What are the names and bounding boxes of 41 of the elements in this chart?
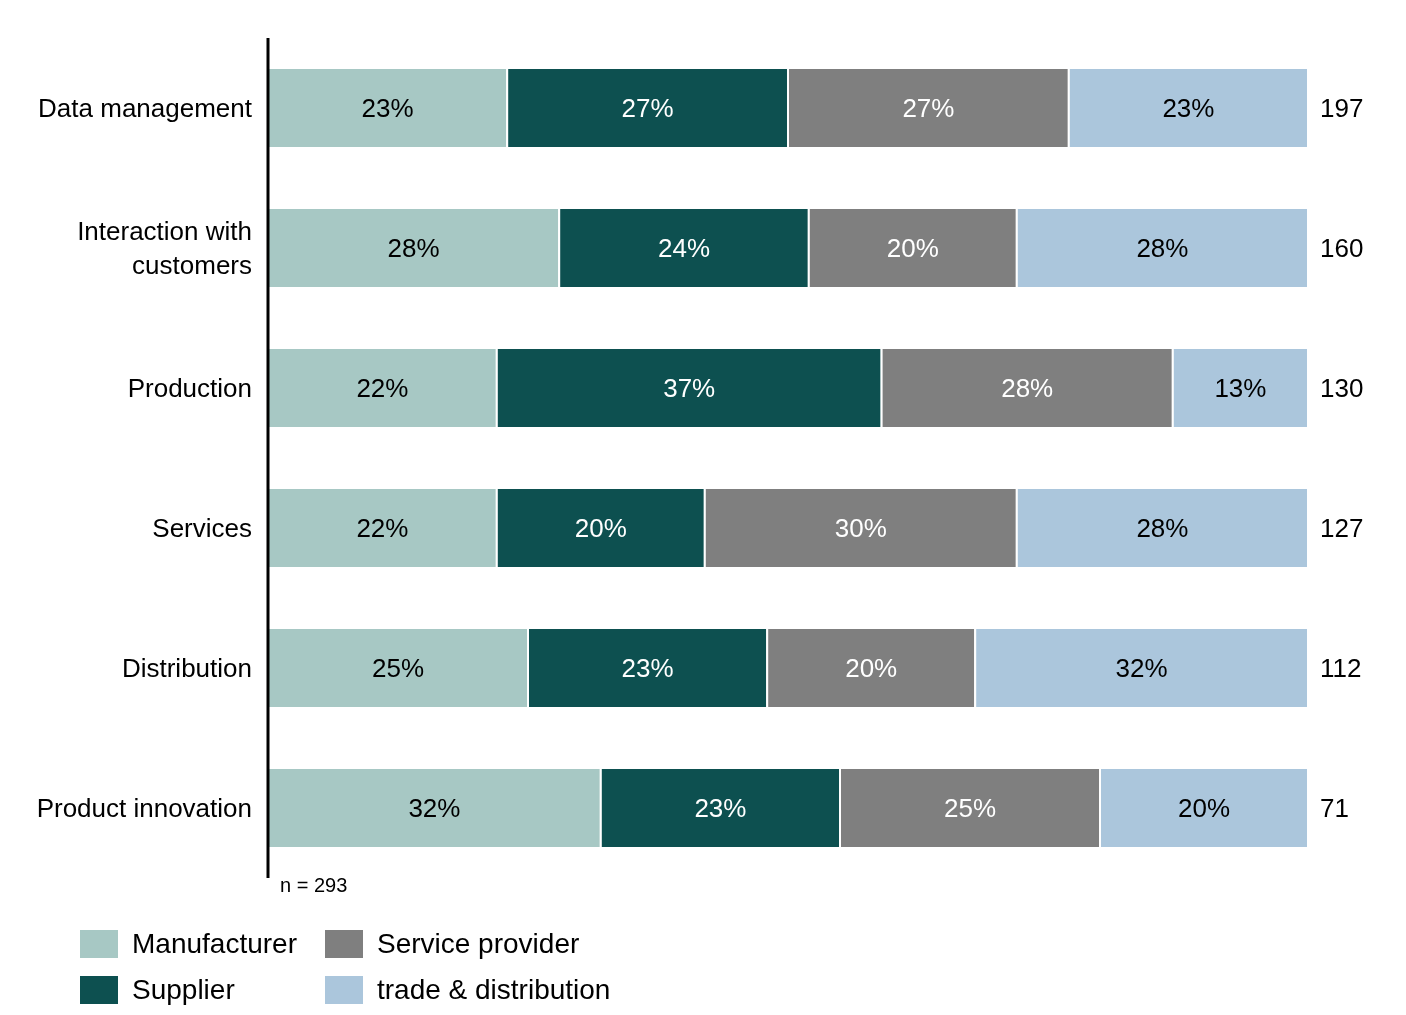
data-label: 20% (1177, 793, 1231, 824)
y-tick-label: Distribution (121, 653, 252, 683)
data-label: 30% (834, 513, 887, 544)
data-label: 28% (1136, 233, 1189, 264)
data-label: 28% (387, 233, 440, 264)
y-tick-label: Interaction with customers (77, 216, 252, 280)
data-label: 28% (1136, 513, 1189, 544)
data-label: 28% (1001, 373, 1054, 404)
legend-label: Supplier (132, 974, 235, 1006)
text: 127 (1320, 513, 1364, 544)
y-tick-label: Product innovation (36, 793, 252, 823)
y-tick-label: Production (127, 373, 252, 403)
data-label: 20% (886, 233, 939, 264)
text: 71 (1320, 793, 1349, 824)
data-label: 25% (371, 653, 425, 684)
legend-label: trade & distribution (376, 974, 611, 1006)
data-label: 23% (621, 653, 674, 684)
data-label: 23% (1162, 93, 1215, 124)
data-label: 37% (663, 373, 716, 404)
data-label: 13% (1214, 373, 1267, 404)
text: 112 (1320, 653, 1362, 684)
y-tick-label: Data management (38, 93, 253, 123)
data-label: 22% (356, 373, 409, 404)
data-label: 23% (694, 793, 747, 824)
data-label: 32% (1115, 653, 1168, 684)
data-label: 23% (361, 93, 414, 124)
data-label: 20% (574, 513, 627, 544)
legend-label: Service provider (376, 928, 580, 960)
legend-label: Manufacturer (132, 928, 297, 960)
data-label: 32% (408, 793, 461, 824)
data-label: 20% (845, 653, 898, 684)
data-label: 27% (902, 93, 955, 124)
text: 197 (1320, 93, 1364, 124)
data-label: 25% (943, 793, 997, 824)
data-label: 22% (356, 513, 409, 544)
annotation: n = 293 (280, 874, 349, 897)
data-label: 24% (657, 233, 711, 264)
text: 160 (1320, 233, 1364, 264)
data-label: 27% (621, 93, 674, 124)
text: 130 (1320, 373, 1364, 404)
y-tick-label: Services (152, 513, 252, 543)
